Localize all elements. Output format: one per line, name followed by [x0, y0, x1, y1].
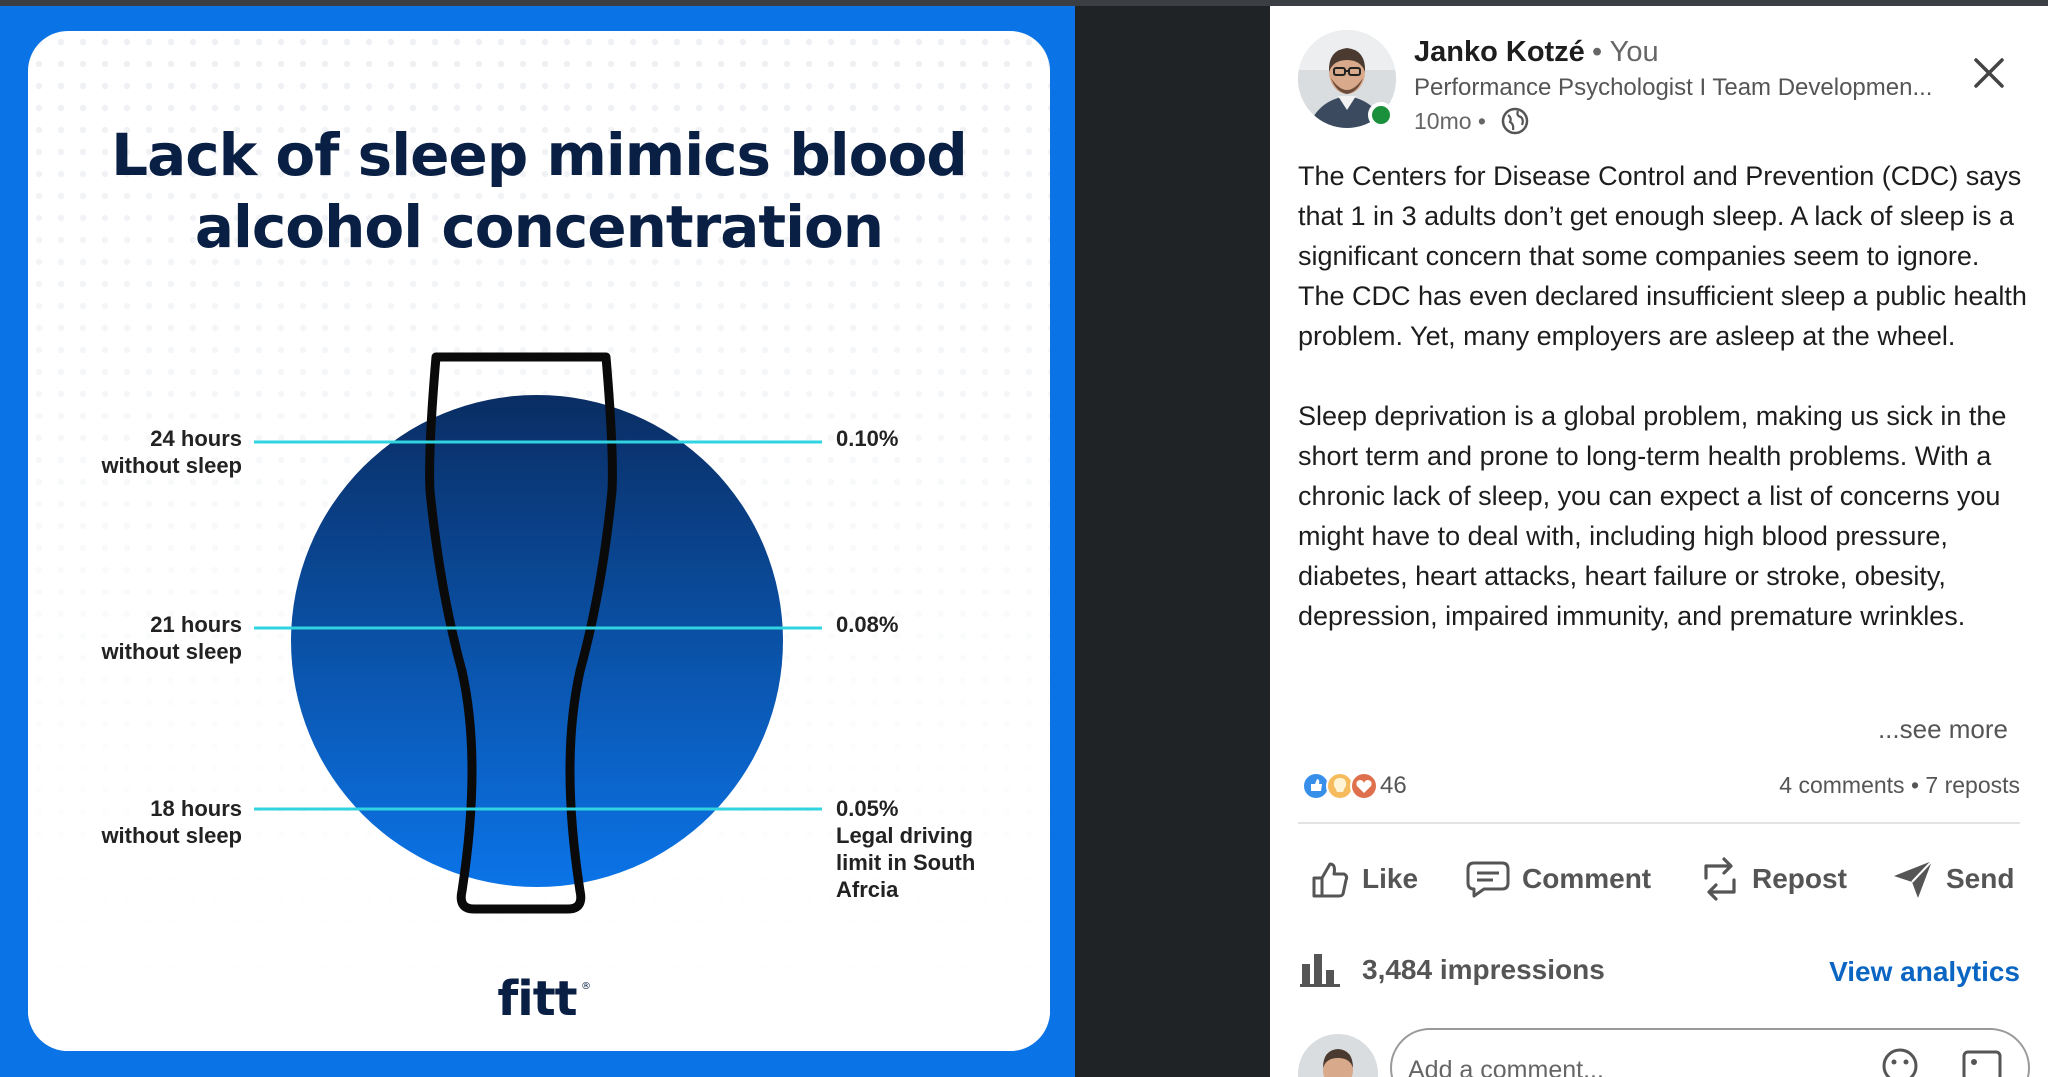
dark-gutter — [1075, 6, 1270, 1077]
view-analytics-link[interactable]: View analytics — [1829, 956, 2020, 987]
comments-reposts-count[interactable]: 4 comments • 7 reposts — [1779, 772, 2020, 798]
divider — [1298, 822, 2020, 824]
commenter-avatar — [1298, 1034, 1378, 1077]
label-bac-010: 0.10% — [836, 426, 899, 451]
window-top-border — [0, 0, 2048, 6]
globe-icon — [1501, 107, 1529, 135]
see-more-link[interactable]: ...see more — [1877, 714, 2008, 744]
infographic-title: Lack of sleep mimics blood alcohol conce… — [28, 119, 1050, 263]
reaction-count[interactable]: 46 — [1380, 772, 1407, 799]
repost-button[interactable]: Repost — [1700, 854, 1847, 904]
post-time: 10mo • — [1414, 108, 1486, 134]
close-icon[interactable] — [1970, 54, 2008, 92]
image-icon[interactable] — [1962, 1048, 2002, 1077]
author-name[interactable]: Janko Kotzé — [1414, 36, 1585, 68]
glass-illustration: fitt ® — [254, 352, 822, 1027]
post-media[interactable]: Lack of sleep mimics blood alcohol conce… — [0, 6, 1075, 1077]
svg-text:®: ® — [581, 981, 591, 992]
online-status-dot — [1368, 102, 1394, 128]
impressions-count: 3,484 impressions — [1362, 954, 1605, 985]
like-button[interactable]: Like — [1310, 854, 1418, 904]
post-body: The Centers for Disease Control and Prev… — [1298, 156, 2028, 676]
post-details-panel: Janko Kotzé • You Performance Psychologi… — [1270, 6, 2048, 1077]
emoji-icon[interactable] — [1880, 1046, 1920, 1077]
send-button[interactable]: Send — [1892, 854, 2014, 904]
like-icon — [1312, 862, 1349, 898]
bar-chart-icon — [1300, 954, 1340, 987]
post-paragraph-2: Sleep deprivation is a global problem, m… — [1298, 401, 2007, 631]
label-21-hours: 21 hours without sleep — [101, 612, 242, 664]
infographic-card: Lack of sleep mimics blood alcohol conce… — [28, 31, 1050, 1051]
impressions: 3,484 impressions — [1298, 952, 1605, 988]
repost-icon — [1704, 857, 1736, 901]
pint-glass-outline — [425, 352, 617, 914]
label-24-hours: 24 hours without sleep — [101, 426, 242, 478]
author-avatar[interactable] — [1298, 30, 1396, 128]
label-bac-005: 0.05% Legal driving limit in South Afrci… — [836, 796, 976, 902]
comment-button[interactable]: Comment — [1466, 854, 1651, 904]
commenter-avatar-portrait — [1298, 1034, 1378, 1077]
label-18-hours: 18 hours without sleep — [101, 796, 242, 848]
label-bac-008: 0.08% — [836, 612, 899, 637]
comment-icon — [1466, 861, 1510, 898]
title-line-1: Lack of sleep mimics blood — [111, 121, 968, 189]
you-label: • You — [1592, 36, 1659, 68]
fitt-logo: fitt — [497, 971, 576, 1027]
send-icon — [1894, 860, 1933, 898]
title-line-2: alcohol concentration — [194, 193, 884, 261]
post-paragraph-1: The Centers for Disease Control and Prev… — [1298, 161, 2027, 351]
comment-placeholder: Add a comment... — [1408, 1056, 1604, 1077]
reaction-icons[interactable] — [1300, 768, 1400, 804]
blue-circle — [291, 395, 783, 887]
author-headline: Performance Psychologist I Team Developm… — [1414, 74, 1933, 101]
